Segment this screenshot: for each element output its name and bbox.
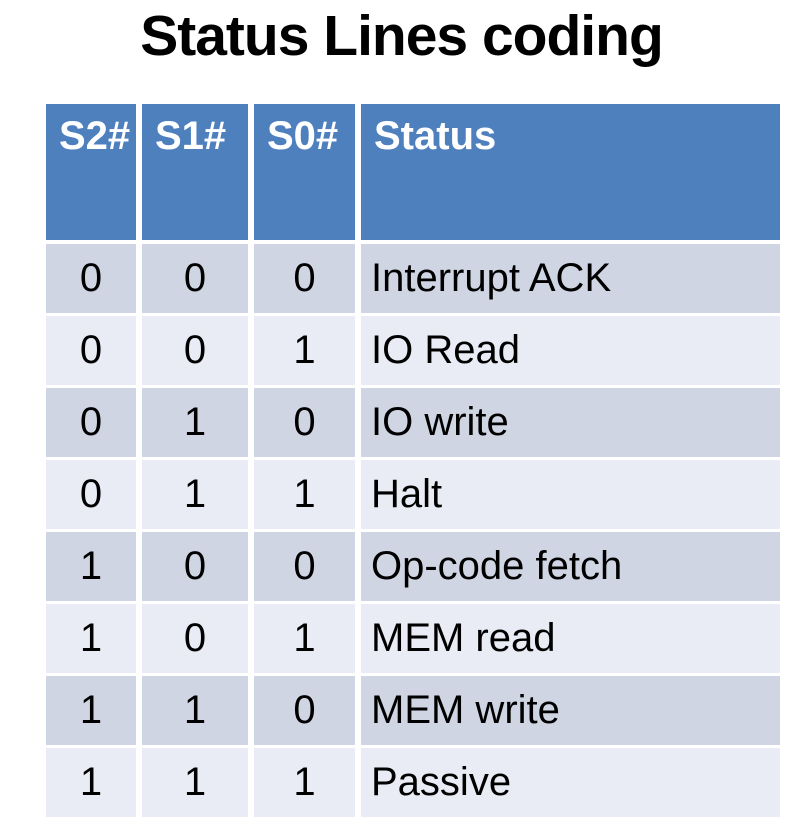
cell-s1: 1: [142, 748, 254, 817]
cell-s2: 1: [46, 532, 142, 604]
page-title: Status Lines coding: [140, 4, 664, 68]
table-row: 0 0 0 Interrupt ACK: [46, 244, 780, 316]
cell-s0: 1: [254, 748, 361, 817]
cell-s1: 0: [142, 316, 254, 388]
cell-s2: 1: [46, 676, 142, 748]
cell-s1: 0: [142, 244, 254, 316]
cell-s0: 0: [254, 244, 361, 316]
status-lines-table: S2# S1# S0# Status 0 0 0 Interrupt ACK 0…: [46, 104, 780, 817]
column-header-s2: S2#: [46, 104, 142, 244]
cell-status: Passive: [361, 748, 780, 817]
table-row: 0 1 1 Halt: [46, 460, 780, 532]
cell-s1: 1: [142, 388, 254, 460]
cell-s2: 0: [46, 244, 142, 316]
cell-s1: 0: [142, 604, 254, 676]
cell-status: Interrupt ACK: [361, 244, 780, 316]
table-row: 1 0 1 MEM read: [46, 604, 780, 676]
cell-status: Halt: [361, 460, 780, 532]
cell-s1: 1: [142, 460, 254, 532]
cell-s1: 0: [142, 532, 254, 604]
column-header-s0: S0#: [254, 104, 361, 244]
cell-status: IO write: [361, 388, 780, 460]
column-header-s1: S1#: [142, 104, 254, 244]
cell-s2: 1: [46, 604, 142, 676]
cell-s2: 0: [46, 460, 142, 532]
cell-s0: 0: [254, 532, 361, 604]
cell-status: MEM read: [361, 604, 780, 676]
table-row: 1 1 1 Passive: [46, 748, 780, 817]
header-row: S2# S1# S0# Status: [46, 104, 780, 244]
column-header-status: Status: [361, 104, 780, 244]
cell-status: MEM write: [361, 676, 780, 748]
cell-s1: 1: [142, 676, 254, 748]
cell-s2: 0: [46, 388, 142, 460]
cell-s0: 1: [254, 460, 361, 532]
cell-s2: 0: [46, 316, 142, 388]
cell-status: IO Read: [361, 316, 780, 388]
cell-status: Op-code fetch: [361, 532, 780, 604]
cell-s0: 0: [254, 388, 361, 460]
table-row: 1 0 0 Op-code fetch: [46, 532, 780, 604]
cell-s0: 0: [254, 676, 361, 748]
cell-s0: 1: [254, 604, 361, 676]
table-row: 1 1 0 MEM write: [46, 676, 780, 748]
table-row: 0 0 1 IO Read: [46, 316, 780, 388]
cell-s0: 1: [254, 316, 361, 388]
table-row: 0 1 0 IO write: [46, 388, 780, 460]
cell-s2: 1: [46, 748, 142, 817]
